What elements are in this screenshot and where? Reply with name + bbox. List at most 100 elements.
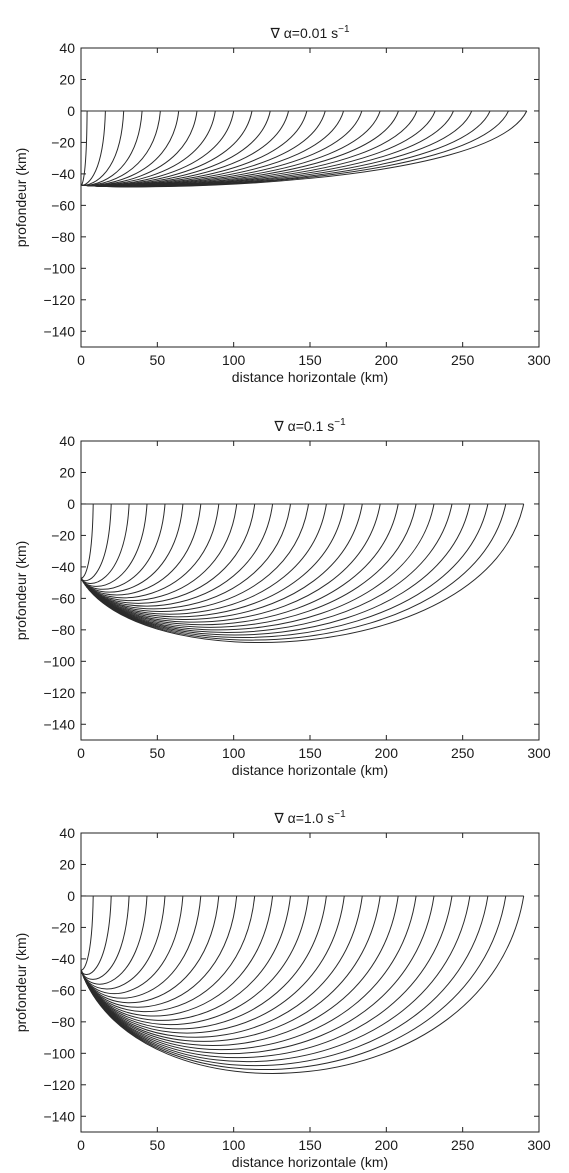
ray-line bbox=[80, 503, 94, 579]
ray-line bbox=[80, 503, 202, 596]
x-tick-label: 200 bbox=[375, 352, 399, 368]
x-axis-label: distance horizontale (km) bbox=[232, 369, 388, 385]
plot-frame bbox=[80, 832, 540, 1133]
ray-line bbox=[80, 503, 417, 628]
y-tick-label: −120 bbox=[43, 1077, 75, 1093]
plot-frame bbox=[80, 440, 540, 741]
x-axis-label: distance horizontale (km) bbox=[232, 1154, 388, 1170]
y-tick-label: 40 bbox=[59, 825, 75, 841]
ray-line bbox=[80, 895, 399, 1046]
ray-group bbox=[80, 110, 528, 188]
y-tick-label: −40 bbox=[51, 559, 75, 575]
ray-line bbox=[80, 503, 130, 584]
y-tick-label: 20 bbox=[59, 856, 75, 872]
ray-line bbox=[80, 895, 327, 1030]
x-tick-label: 0 bbox=[77, 745, 85, 761]
y-tick-label: −140 bbox=[43, 323, 75, 339]
y-tick-label: −100 bbox=[43, 1045, 75, 1061]
ray-line bbox=[80, 503, 238, 602]
chart-title: ∇ α=1.0 s−1 bbox=[273, 809, 346, 826]
x-tick-label: 200 bbox=[375, 1137, 399, 1153]
ray-line bbox=[80, 503, 471, 636]
chart-panel-3: 0 50 100 150 200 250 30040200−20−40−60−80−100−… bbox=[13, 809, 551, 1170]
chart-panel-1: 0 50 100 150 200 250 30040200−20−40−60−80−100−… bbox=[13, 24, 551, 385]
y-tick-label: −40 bbox=[51, 166, 75, 182]
ray-line bbox=[80, 895, 202, 999]
ray-line bbox=[80, 895, 184, 994]
ray-line bbox=[80, 110, 528, 188]
y-tick-label: −60 bbox=[51, 590, 75, 606]
x-tick-label: 250 bbox=[451, 1137, 475, 1153]
ray-line bbox=[80, 503, 220, 599]
x-tick-label: 100 bbox=[222, 745, 246, 761]
y-tick-label: −80 bbox=[51, 622, 75, 638]
ray-line bbox=[80, 503, 327, 615]
ray-line bbox=[80, 110, 198, 187]
ray-line bbox=[80, 503, 309, 612]
x-tick-label: 50 bbox=[150, 1137, 166, 1153]
x-tick-label: 250 bbox=[451, 745, 475, 761]
y-tick-label: 0 bbox=[67, 103, 75, 119]
ray-line bbox=[80, 895, 166, 990]
ray-line bbox=[80, 895, 507, 1071]
ray-line bbox=[80, 110, 161, 186]
x-tick-label: 300 bbox=[527, 352, 551, 368]
x-tick-label: 300 bbox=[527, 745, 551, 761]
ray-line bbox=[80, 895, 220, 1004]
ray-line bbox=[80, 110, 180, 186]
y-axis-label: profondeur (km) bbox=[13, 541, 29, 641]
y-tick-label: −80 bbox=[51, 229, 75, 245]
x-tick-label: 150 bbox=[298, 352, 322, 368]
ray-line bbox=[80, 895, 363, 1038]
ray-line bbox=[80, 503, 148, 587]
ray-line bbox=[80, 895, 148, 985]
ray-line bbox=[80, 503, 184, 593]
x-tick-label: 150 bbox=[298, 1137, 322, 1153]
y-tick-label: −20 bbox=[51, 527, 75, 543]
ray-line bbox=[80, 895, 291, 1021]
y-tick-label: 40 bbox=[59, 40, 75, 56]
x-tick-label: 250 bbox=[451, 352, 475, 368]
ray-group bbox=[80, 503, 525, 644]
ray-line bbox=[80, 895, 238, 1008]
x-tick-label: 100 bbox=[222, 1137, 246, 1153]
y-tick-label: −80 bbox=[51, 1014, 75, 1030]
ray-line bbox=[80, 895, 417, 1051]
ray-line bbox=[80, 503, 291, 610]
y-axis-label: profondeur (km) bbox=[13, 933, 29, 1033]
chart-panel-2: 0 50 100 150 200 250 30040200−20−40−60−80−100−… bbox=[13, 417, 551, 778]
ray-line bbox=[80, 895, 130, 980]
ray-line bbox=[80, 110, 143, 186]
ray-line bbox=[80, 503, 453, 633]
ray-line bbox=[80, 503, 525, 644]
y-tick-label: −20 bbox=[51, 134, 75, 150]
y-tick-label: −40 bbox=[51, 951, 75, 967]
x-tick-label: 0 bbox=[77, 1137, 85, 1153]
ray-line bbox=[80, 895, 381, 1042]
ray-line bbox=[80, 895, 112, 975]
y-tick-label: 20 bbox=[59, 71, 75, 87]
x-tick-label: 300 bbox=[527, 1137, 551, 1153]
y-tick-label: 40 bbox=[59, 433, 75, 449]
y-tick-label: −140 bbox=[43, 1108, 75, 1124]
chart-title: ∇ α=0.01 s−1 bbox=[269, 24, 350, 41]
ray-line bbox=[80, 503, 381, 623]
ray-line bbox=[80, 895, 435, 1055]
y-tick-label: −120 bbox=[43, 685, 75, 701]
x-tick-label: 50 bbox=[150, 352, 166, 368]
ray-line bbox=[80, 895, 309, 1025]
ray-line bbox=[80, 503, 166, 590]
plot-frame bbox=[80, 47, 540, 348]
x-tick-label: 200 bbox=[375, 745, 399, 761]
ray-line bbox=[80, 503, 112, 582]
ray-line bbox=[80, 503, 399, 626]
y-tick-label: −60 bbox=[51, 197, 75, 213]
ray-line bbox=[80, 895, 525, 1074]
ray-line bbox=[80, 503, 345, 618]
ray-line bbox=[80, 895, 471, 1063]
ray-line bbox=[80, 503, 256, 604]
ray-line bbox=[80, 110, 454, 188]
x-tick-label: 100 bbox=[222, 352, 246, 368]
ray-line bbox=[80, 503, 435, 631]
